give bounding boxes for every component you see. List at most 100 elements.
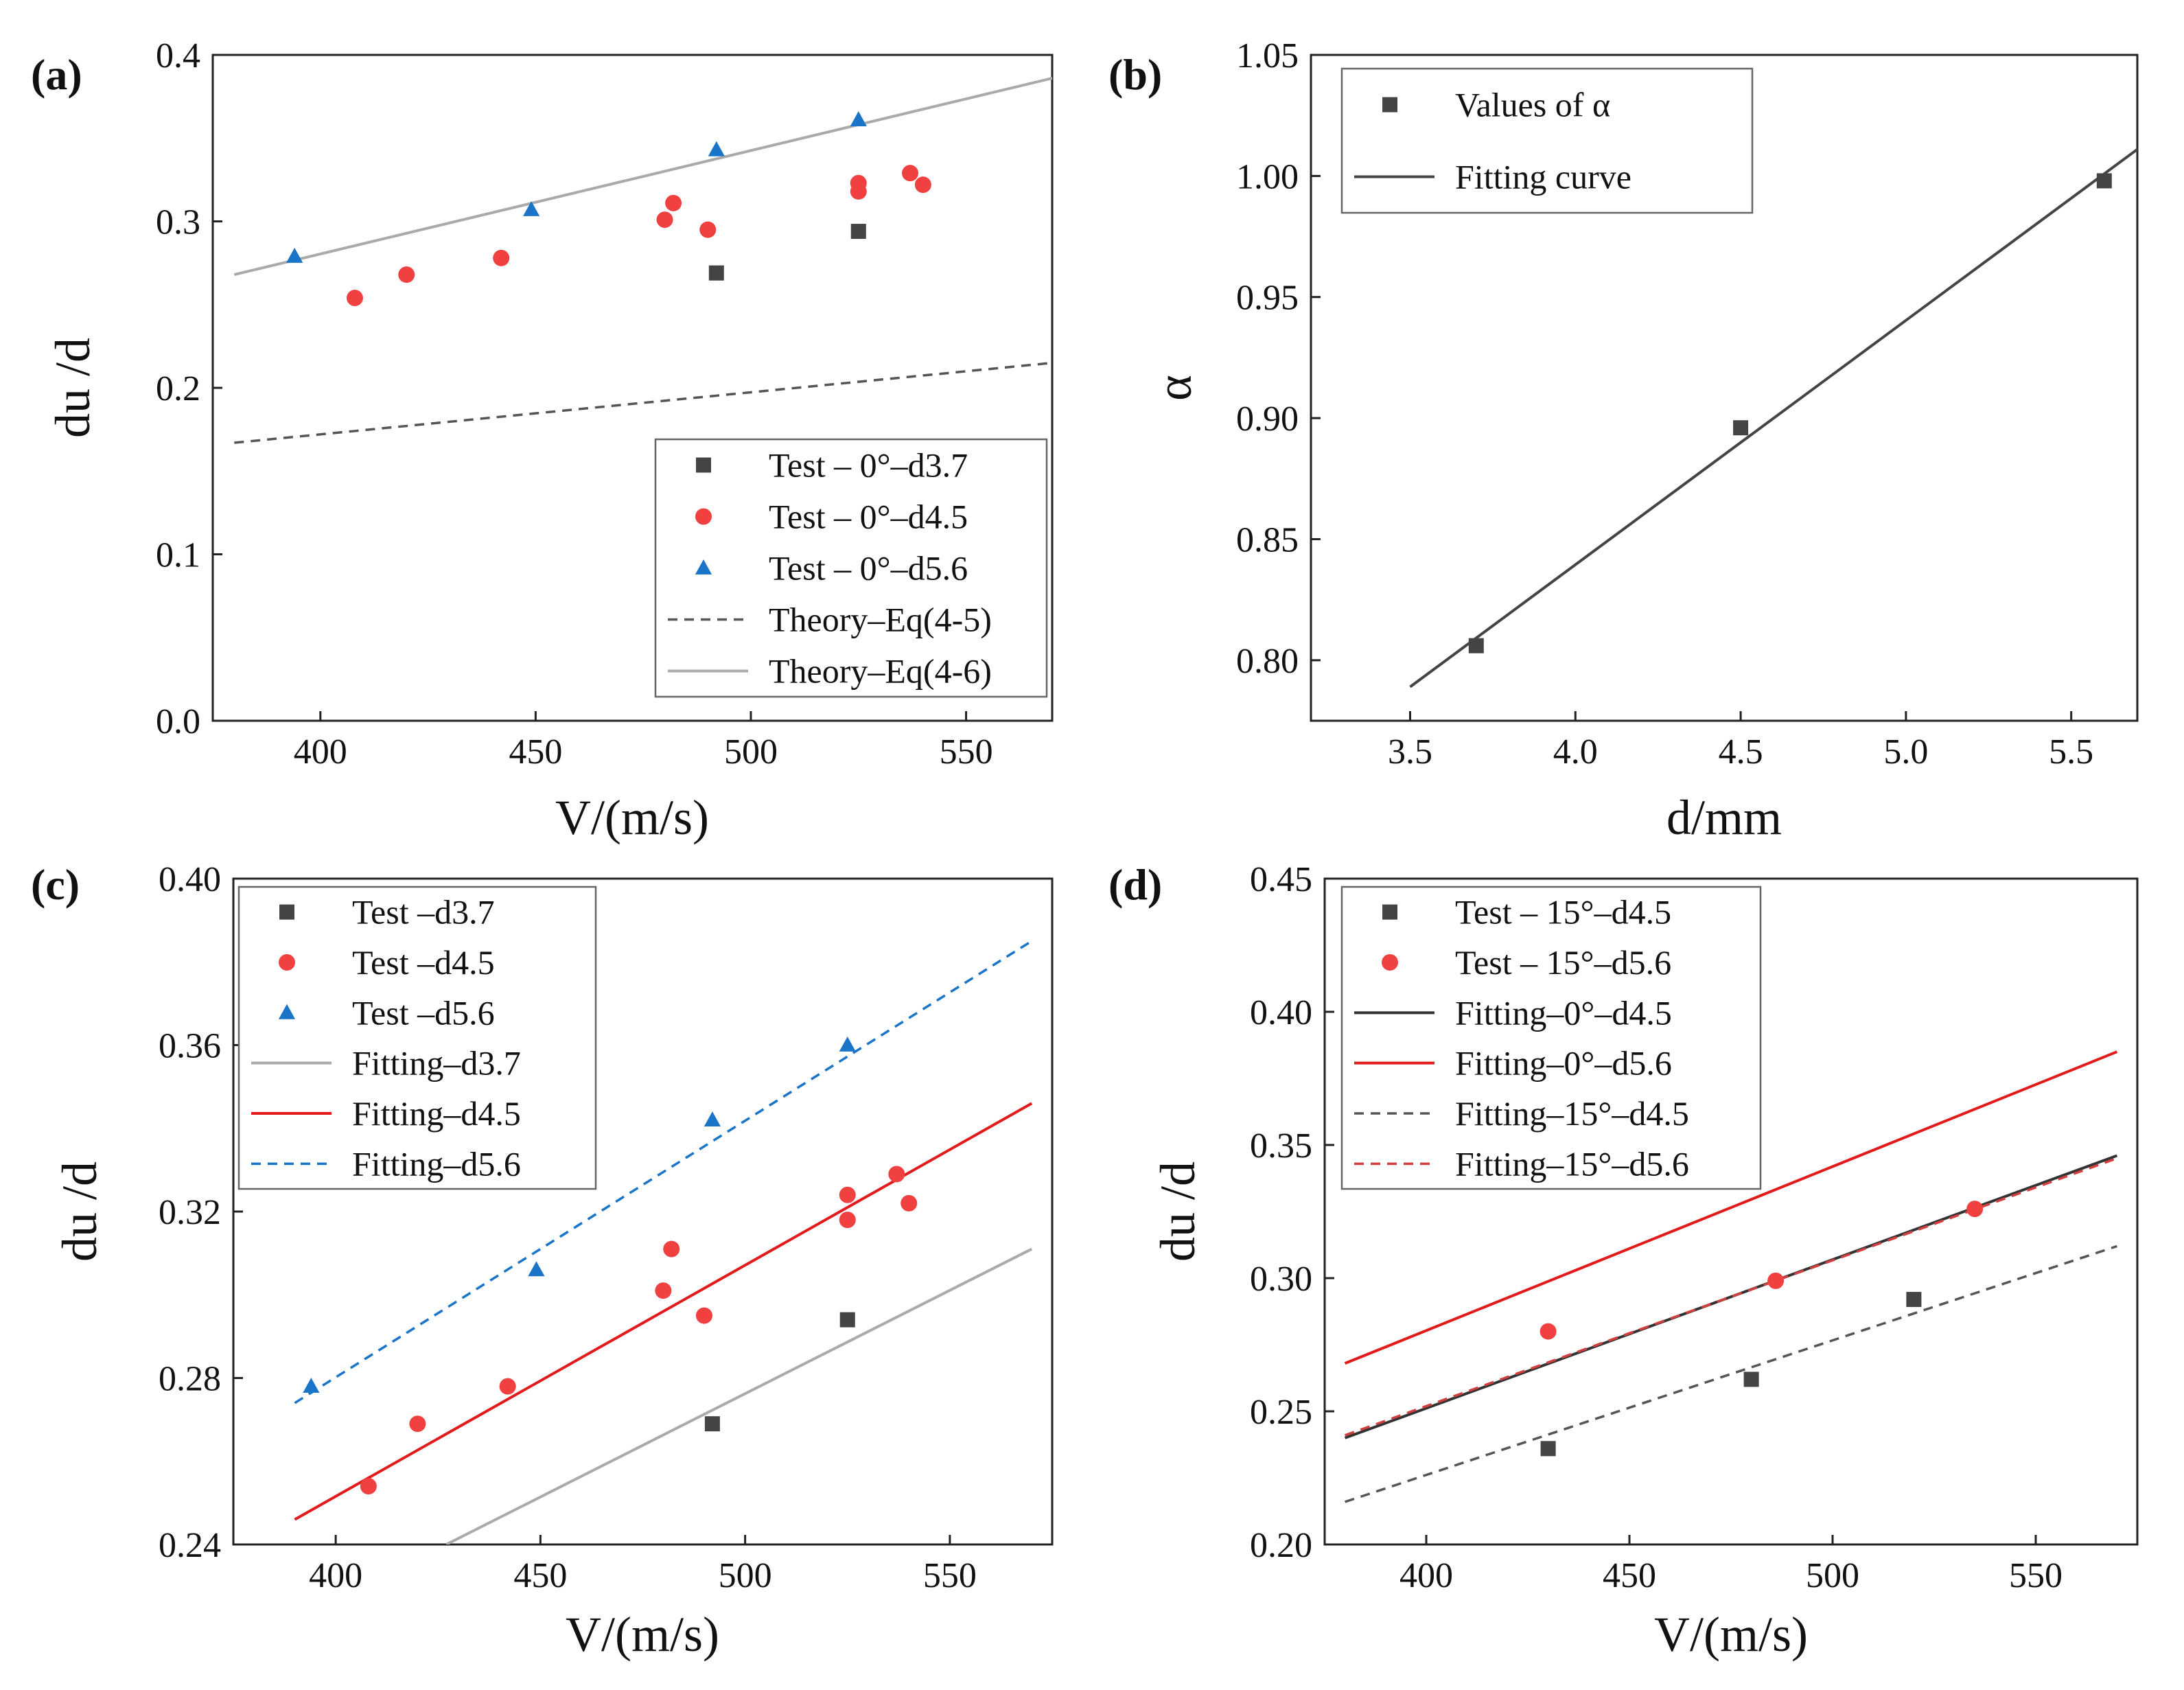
y-tick-label: 0.0 — [156, 702, 200, 741]
legend-label-0: Test –d3.7 — [352, 893, 495, 931]
data-point-series-1 — [901, 1194, 918, 1212]
data-point-series-1 — [1966, 1201, 1984, 1218]
legend-label-0: Test – 0°–d3.7 — [769, 446, 968, 485]
panel-c-y-axis-label: du /d — [52, 1161, 107, 1262]
x-tick-label: 500 — [724, 732, 778, 772]
x-tick-label: 400 — [309, 1556, 362, 1595]
data-point-series-0 — [708, 265, 724, 281]
data-point-series-1 — [346, 290, 363, 307]
legend-label-3: Fitting–0°–d5.6 — [1455, 1044, 1672, 1083]
data-point-series-1 — [360, 1478, 377, 1495]
panel-d-x-axis-label: V/(m/s) — [1654, 1607, 1808, 1662]
x-tick-label: 400 — [1399, 1556, 1453, 1595]
y-tick-label: 1.05 — [1236, 36, 1299, 76]
data-point-series-1 — [409, 1415, 426, 1433]
legend-label-5: Fitting–d5.6 — [352, 1144, 521, 1183]
panel-b-plot-frame — [1310, 54, 2139, 722]
panel-b-legend-box — [1340, 67, 1754, 214]
panel-c-legend: Test –d3.7 Test –d4.5 Test –d5.6 Fitting–d3… — [237, 885, 597, 1190]
legend-label-0: Values of α — [1455, 86, 1610, 124]
data-point-series-2 — [286, 247, 303, 263]
data-point-series-1 — [695, 1307, 712, 1324]
series-line-3 — [234, 361, 1052, 444]
x-tick-label: 500 — [1806, 1556, 1859, 1595]
panel-d-y-axis-label: du /d — [1150, 1161, 1205, 1262]
panel-c-plot-layer — [294, 940, 1033, 1544]
panel-c-legend-box — [237, 885, 597, 1190]
data-point-series-1 — [493, 249, 510, 266]
x-tick-label: 450 — [513, 1556, 567, 1595]
data-point-series-1 — [888, 1166, 905, 1183]
y-tick-label: 0.95 — [1236, 279, 1299, 318]
x-tick-label: 5.5 — [2049, 732, 2093, 772]
panel-c: (c) 400 450 500 550 0.24 0.28 0.32 0.36 0.40 V/(… — [31, 860, 1054, 1662]
panel-a-x-axis-label: V/(m/s) — [555, 790, 709, 845]
data-point-series-1 — [839, 1186, 856, 1203]
y-tick-label: 0.28 — [159, 1360, 221, 1399]
data-point-series-1 — [850, 183, 867, 200]
data-point-series-1 — [1767, 1272, 1785, 1289]
y-tick-label: 0.1 — [156, 536, 200, 575]
y-tick-label: 0.20 — [1250, 1526, 1312, 1565]
legend-symbol-0 — [1382, 97, 1397, 113]
legend-label-4: Fitting–d4.5 — [352, 1094, 521, 1133]
panel-a-y-axis-label: du /d — [45, 338, 100, 438]
series-line-1 — [1409, 148, 2137, 688]
y-tick-label: 0.4 — [156, 36, 200, 76]
y-tick-label: 0.90 — [1236, 400, 1299, 439]
data-point-series-1 — [499, 1378, 516, 1395]
legend-label-2: Test – 0°–d5.6 — [769, 549, 968, 588]
panel-a-ticks: 400 450 500 550 0.0 0.1 0.2 0.3 0.4 — [156, 36, 993, 772]
legend-label-0: Test – 15°–d4.5 — [1455, 893, 1671, 931]
y-tick-label: 0.35 — [1250, 1126, 1312, 1166]
x-tick-label: 400 — [294, 732, 347, 772]
legend-symbol-0 — [696, 457, 711, 473]
series-line-4 — [233, 77, 1052, 277]
panel-b-legend: Values of α Fitting curve — [1340, 67, 1754, 214]
panel-a-legend: Test – 0°–d3.7 Test – 0°–d4.5 Test – 0°–d5… — [654, 438, 1048, 698]
y-tick-label: 0.2 — [156, 369, 200, 408]
series-line-5 — [1345, 1157, 2117, 1437]
data-point-series-0 — [1743, 1371, 1759, 1387]
data-point-series-2 — [704, 1111, 721, 1127]
legend-label-4: Fitting–15°–d4.5 — [1455, 1094, 1689, 1133]
x-tick-label: 550 — [940, 732, 993, 772]
legend-label-1: Test – 15°–d5.6 — [1455, 943, 1671, 982]
legend-symbol-1 — [279, 954, 295, 971]
panel-d-plot-frame — [1323, 877, 2139, 1546]
legend-symbol-0 — [279, 904, 294, 920]
data-point-series-2 — [523, 200, 540, 216]
panel-a-label: (a) — [31, 50, 82, 99]
series-line-3 — [445, 1247, 1033, 1544]
data-point-series-0 — [2096, 173, 2112, 189]
y-tick-label: 0.85 — [1236, 520, 1299, 559]
legend-symbol-0 — [1382, 904, 1397, 920]
legend-symbol-1 — [695, 508, 712, 525]
y-tick-label: 0.24 — [159, 1526, 221, 1565]
series-line-3 — [1344, 1050, 2118, 1365]
legend-label-2: Test –d5.6 — [352, 993, 495, 1032]
panel-c-label: (c) — [31, 860, 80, 909]
legend-symbol-2 — [278, 1004, 296, 1019]
panel-a-legend-box — [654, 438, 1048, 698]
data-point-series-0 — [1733, 420, 1749, 436]
legend-symbol-1 — [1382, 954, 1398, 971]
panel-b-plot-layer — [1409, 148, 2137, 688]
data-point-series-1 — [665, 194, 682, 211]
data-point-series-1 — [902, 165, 919, 182]
x-tick-label: 5.0 — [1883, 732, 1928, 772]
x-tick-label: 3.5 — [1388, 732, 1432, 772]
legend-label-2: Fitting–0°–d4.5 — [1455, 993, 1672, 1032]
data-point-series-1 — [663, 1240, 680, 1258]
series-line-2 — [1344, 1154, 2118, 1439]
data-point-series-2 — [850, 111, 867, 126]
legend-label-5: Fitting–15°–d5.6 — [1455, 1144, 1689, 1183]
panel-b-x-axis-label: d/mm — [1666, 790, 1782, 845]
data-point-series-2 — [528, 1261, 545, 1277]
data-point-series-0 — [850, 224, 866, 240]
data-point-series-0 — [704, 1416, 720, 1432]
panel-d-plot-layer — [1344, 1050, 2118, 1503]
y-tick-label: 0.32 — [159, 1193, 221, 1232]
data-point-series-0 — [1468, 638, 1484, 653]
